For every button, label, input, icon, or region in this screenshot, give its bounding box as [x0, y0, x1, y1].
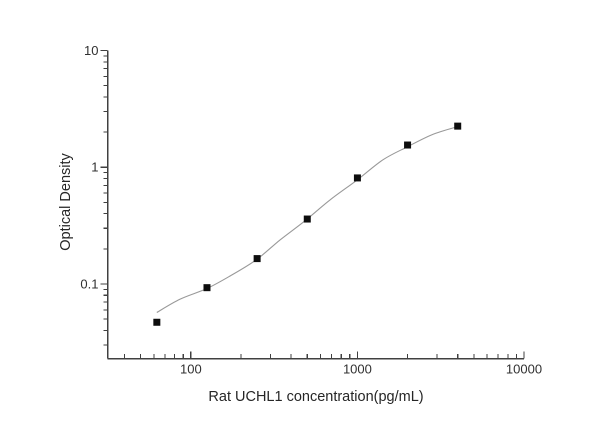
x-tick-label: 10000 — [506, 362, 542, 377]
y-tick-label: 10 — [84, 43, 98, 58]
y-tick-label: 0.1 — [80, 276, 98, 291]
data-point-marker — [454, 122, 462, 130]
data-point-marker — [153, 318, 161, 326]
data-point-marker — [303, 215, 311, 223]
data-point-marker — [253, 255, 261, 263]
y-axis-title: Optical Density — [58, 153, 74, 251]
data-point-marker — [203, 284, 211, 292]
plot-layer: 10 1 0.1 100 1000 10000 — [80, 43, 542, 377]
x-tick-label: 1000 — [343, 362, 372, 377]
x-axis-title: Rat UCHL1 concentration(pg/mL) — [208, 389, 423, 405]
data-point-marker — [404, 141, 412, 149]
x-tick-label: 100 — [180, 362, 202, 377]
data-point-marker — [353, 174, 361, 182]
y-tick-label: 1 — [91, 160, 98, 175]
